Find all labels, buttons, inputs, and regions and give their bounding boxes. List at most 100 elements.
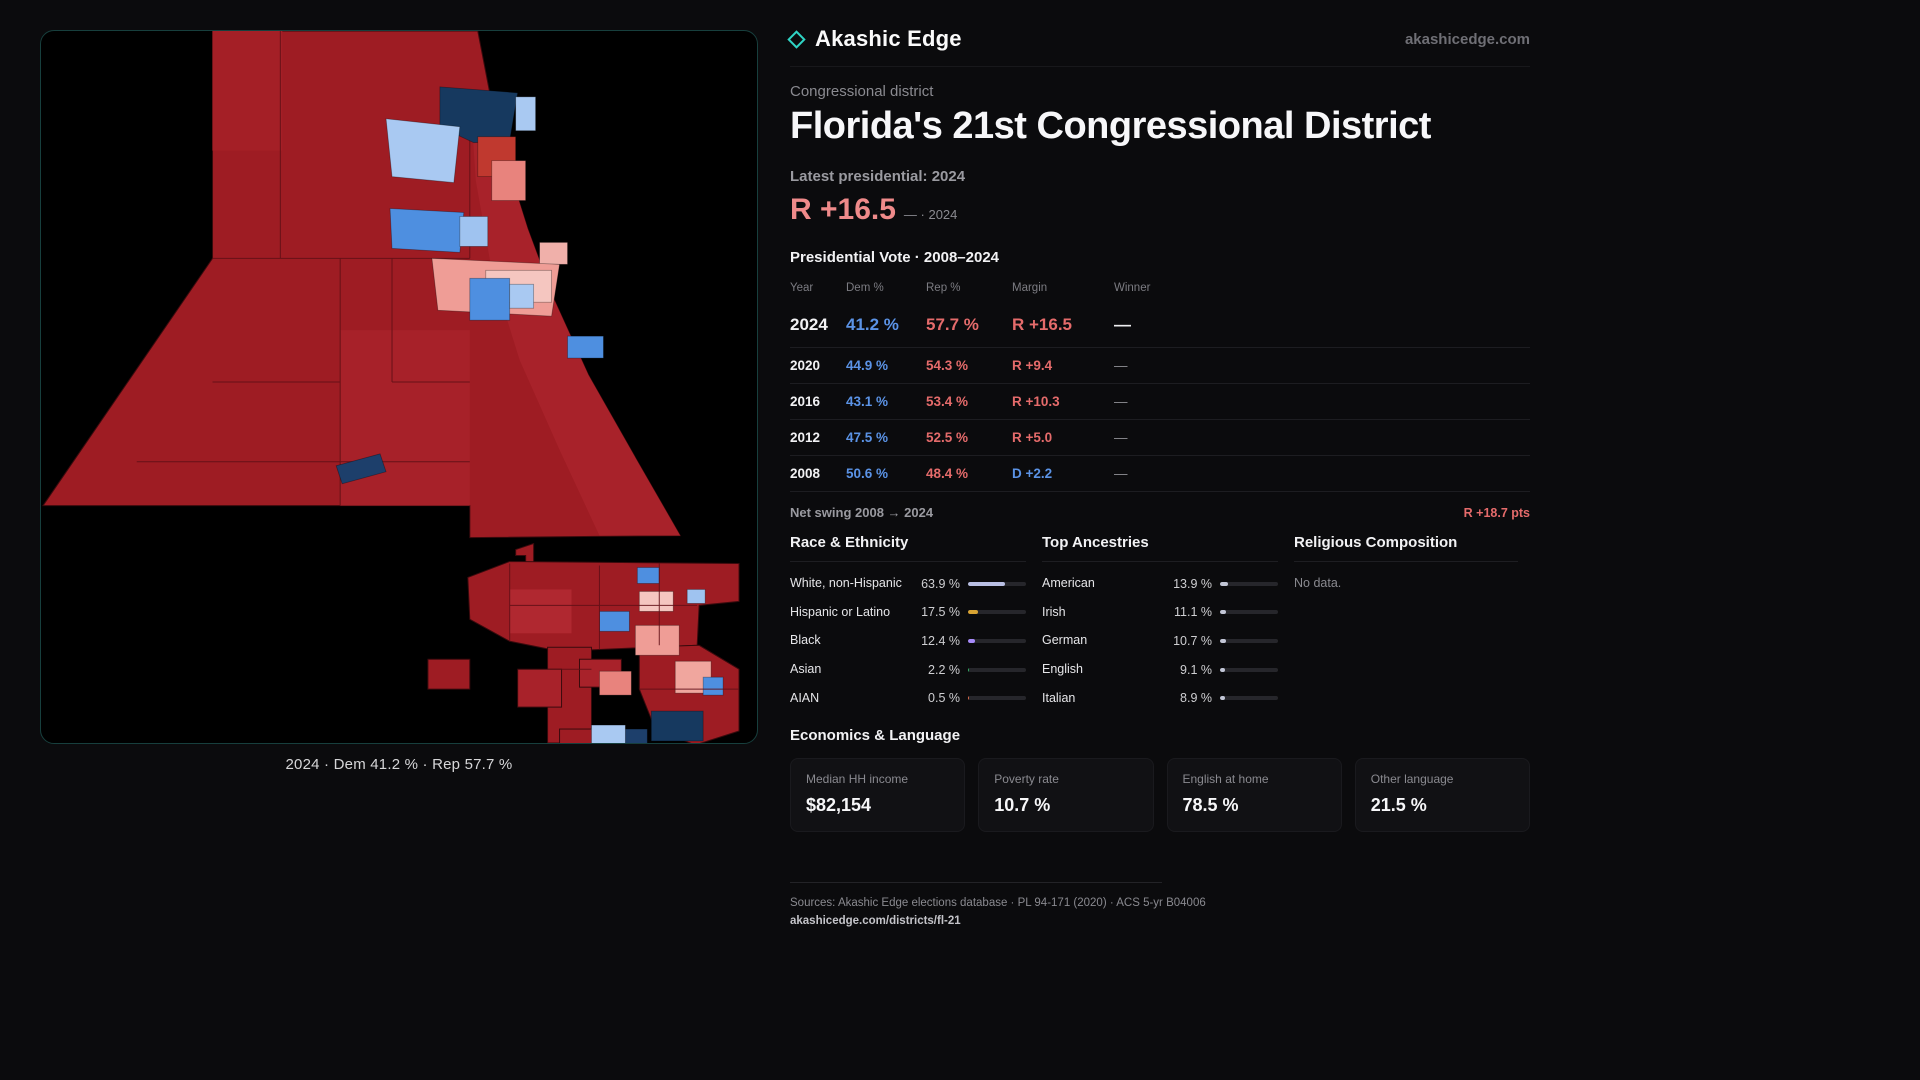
stat-card-english-at-home: English at home 78.5 % (1166, 758, 1342, 833)
latest-presidential-label: Latest presidential: 2024 (790, 168, 966, 185)
race-bar-track (968, 581, 1026, 586)
vote-margin: R +16.5 (1012, 315, 1073, 334)
vote-year: 2024 (790, 315, 828, 334)
map-precinct-lines-north (136, 31, 471, 506)
map-precinct-lines-south (509, 563, 740, 690)
race-label: Hispanic or Latino (790, 604, 891, 619)
footer-divider (790, 882, 1162, 884)
stat-value: 10.7 % (994, 795, 1051, 816)
stat-label: Poverty rate (994, 772, 1059, 787)
district-map-svg (42, 31, 740, 743)
vote-row-2016: 2016 43.1 % 53.4 % R +10.3 — (790, 384, 1530, 420)
vote-row-2008: 2008 50.6 % 48.4 % D +2.2 — (790, 456, 1530, 492)
economics-stats: Median HH income $82,154 Poverty rate 10… (790, 758, 1530, 833)
race-bar-fill (968, 581, 1006, 586)
race-bar-track (968, 639, 1026, 644)
race-value: 12.4 % (921, 634, 960, 649)
vote-table: Year Dem % Rep % Margin Winner 2024 41.2… (790, 274, 1530, 532)
race-ethnicity-column: Race & Ethnicity White, non-Hispanic 63.… (790, 534, 1026, 719)
ancestry-row: American 13.9 % (1042, 576, 1278, 592)
net-swing-value: R +18.7 pts (1463, 505, 1530, 520)
district-map-panel (40, 30, 758, 744)
brand-domain-link[interactable]: akashicedge.com (1404, 30, 1530, 48)
ancestry-bar-fill (1220, 696, 1226, 701)
race-label: Black (790, 633, 821, 648)
ancestry-bar-track (1220, 610, 1278, 615)
col-winner: Winner (1114, 282, 1151, 294)
footer-permalink[interactable]: akashicedge.com/districts/fl-21 (790, 915, 961, 928)
vote-rep-pct: 48.4 % (926, 466, 969, 481)
race-bar-track (968, 610, 1026, 615)
ancestry-label: Italian (1042, 690, 1076, 705)
vote-row-2020: 2020 44.9 % 54.3 % R +9.4 — (790, 348, 1530, 384)
vote-dem-pct: 47.5 % (846, 430, 889, 445)
ancestry-label: English (1042, 661, 1083, 676)
vote-rep-pct: 57.7 % (926, 315, 979, 334)
religion-title: Religious Composition (1294, 534, 1518, 562)
stat-label: Median HH income (806, 772, 909, 787)
page-title: Florida's 21st Congressional District (790, 105, 1431, 147)
race-value: 0.5 % (928, 691, 960, 706)
ancestry-label: German (1042, 633, 1088, 648)
race-bar-track (968, 667, 1026, 672)
vote-dem-pct: 50.6 % (846, 466, 889, 481)
stat-card-other-language: Other language 21.5 % (1354, 758, 1530, 833)
brand: Akashic Edge (787, 26, 962, 52)
race-label: AIAN (790, 690, 820, 705)
vote-margin: D +2.2 (1012, 466, 1053, 481)
stat-card-median-income: Median HH income $82,154 (790, 758, 966, 833)
ancestry-value: 10.7 % (1173, 634, 1212, 649)
race-value: 2.2 % (928, 662, 960, 677)
ancestry-bar-fill (1220, 639, 1227, 644)
vote-rep-pct: 52.5 % (926, 430, 969, 445)
vote-margin: R +10.3 (1012, 394, 1060, 409)
race-value: 17.5 % (921, 605, 960, 620)
ancestry-bar-fill (1220, 610, 1227, 615)
ancestry-row: English 9.1 % (1042, 662, 1278, 678)
stat-label: Other language (1370, 772, 1454, 787)
vote-winner: — (1114, 358, 1128, 373)
demographics-section: Race & Ethnicity White, non-Hispanic 63.… (790, 534, 1530, 719)
race-row: Asian 2.2 % (790, 662, 1026, 678)
vote-dem-pct: 41.2 % (846, 315, 899, 334)
vote-row-2024: 2024 41.2 % 57.7 % R +16.5 — (790, 303, 1530, 348)
vote-year: 2020 (790, 358, 821, 373)
vote-winner: — (1114, 430, 1128, 445)
race-ethnicity-title: Race & Ethnicity (790, 534, 1026, 562)
ancestries-column: Top Ancestries American 13.9 % Irish 11.… (1042, 534, 1278, 719)
race-bar-fill (968, 667, 970, 672)
stat-value: $82,154 (806, 795, 872, 816)
ancestry-bar-track (1220, 639, 1278, 644)
headline-margin-note: — · 2024 (903, 207, 958, 222)
main-content: Akashic Edge akashicedge.com Congression… (787, 26, 1530, 929)
race-row: AIAN 0.5 % (790, 691, 1026, 707)
vote-dem-pct: 44.9 % (846, 358, 889, 373)
vote-year: 2016 (790, 394, 821, 409)
race-row: White, non-Hispanic 63.9 % (790, 576, 1026, 592)
race-bar-track (968, 696, 1026, 701)
vote-winner: — (1114, 466, 1128, 481)
stat-value: 78.5 % (1182, 795, 1239, 816)
headline-margin-value: R +16.5 (790, 193, 896, 226)
col-dem: Dem % (846, 282, 884, 294)
vote-table-header: Year Dem % Rep % Margin Winner (790, 274, 1530, 303)
vote-margin: R +9.4 (1012, 358, 1053, 373)
stat-label: English at home (1182, 772, 1269, 787)
vote-dem-pct: 43.1 % (846, 394, 889, 409)
vote-margin: R +5.0 (1012, 430, 1053, 445)
ancestry-row: Italian 8.9 % (1042, 691, 1278, 707)
religion-no-data: No data. (1294, 576, 1342, 590)
vote-year: 2008 (790, 466, 821, 481)
ancestry-bar-track (1220, 696, 1278, 701)
header-bar: Akashic Edge akashicedge.com (787, 26, 1530, 67)
map-caption: 2024 · Dem 41.2 % · Rep 57.7 % (285, 756, 513, 773)
ancestry-value: 9.1 % (1180, 662, 1212, 677)
race-row: Black 12.4 % (790, 633, 1026, 649)
net-swing-label: Net swing 2008 → 2024 (790, 505, 934, 520)
map-precincts-south (427, 542, 740, 743)
ancestry-bar-track (1220, 667, 1278, 672)
ancestry-row: German 10.7 % (1042, 633, 1278, 649)
religion-column: Religious Composition No data. (1294, 534, 1518, 719)
col-margin: Margin (1012, 282, 1048, 294)
vote-rep-pct: 53.4 % (926, 394, 969, 409)
